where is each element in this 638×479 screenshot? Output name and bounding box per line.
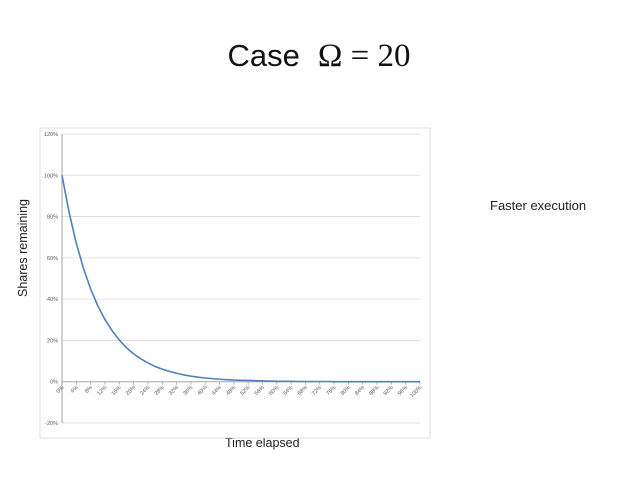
series-line-0 [61,175,420,383]
y-tick-label: 60% [47,256,58,262]
chart-frame [39,127,431,439]
y-tick-label: -20% [45,421,58,427]
title-word: Case [227,38,300,73]
y-tick-labels: -20% 0% 20% 40% 60% 80% 100% 120% [44,132,58,427]
x-tick-label: 0% [56,385,66,395]
y-tick-label: 100% [44,173,58,179]
annotation-text: Faster execution [490,198,587,213]
slide-title: Case Ω = 20 [0,38,638,75]
y-tick-label: 80% [47,215,58,221]
y-tick-label: 40% [47,297,58,303]
y-tick-label: 0% [50,380,58,386]
x-tick-label: 4% [70,385,80,395]
y-tick-label: 120% [44,132,58,138]
grid-lines [61,133,421,424]
x-axis-label: Time elapsed [225,436,300,450]
title-formula: Ω = 20 [317,38,411,74]
y-tick-label: 20% [47,338,58,344]
x-tick-label: 8% [84,385,94,395]
series-group [61,175,420,383]
